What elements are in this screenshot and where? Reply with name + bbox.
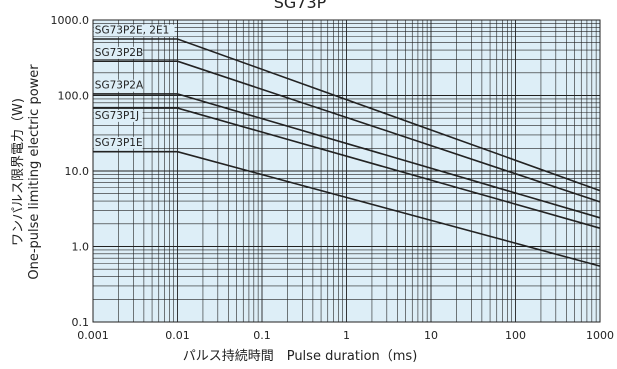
x-tick-label: 0.1 — [253, 329, 271, 342]
series-label-bg-1 — [93, 24, 175, 37]
x-tick-label: 0.001 — [77, 329, 109, 342]
y-tick-labels: 0.1 1.0 10.0 100.0 1000.0 — [51, 14, 90, 329]
series-labels: SG73P2E, 2E1 SG73P2B SG73P2A SG73P1J SG73P1E — [93, 24, 175, 149]
y-tick-label: 1000.0 — [51, 14, 90, 27]
y-tick-label: 0.1 — [72, 316, 90, 329]
x-tick-label: 10 — [424, 329, 438, 342]
y-tick-label: 10.0 — [65, 165, 90, 178]
plot-frame — [92, 19, 601, 323]
y-tick-label: 100.0 — [58, 90, 90, 103]
x-tick-labels: 0.001 0.01 0.1 1 10 100 1000 — [77, 329, 614, 342]
y-axis-title-jp: ワンパルス限界電力（W) — [11, 98, 26, 246]
series-line-4 — [93, 107, 601, 229]
chart-title: SG73P — [274, 0, 327, 12]
series-line-3 — [93, 93, 601, 219]
series-label-3: SG73P2A — [95, 80, 144, 92]
series-label-2: SG73P2B — [95, 47, 143, 59]
series-label-bg-3 — [93, 79, 143, 92]
series-line-1 — [93, 38, 601, 192]
series-label-bg-2 — [93, 46, 143, 59]
series-lines — [93, 38, 601, 267]
series-line-5 — [93, 150, 601, 267]
y-tick-label: 1.0 — [72, 241, 90, 254]
x-tick-label: 0.01 — [165, 329, 190, 342]
series-label-bg-4 — [93, 109, 143, 122]
series-label-bg-5 — [93, 136, 143, 149]
series-label-1: SG73P2E, 2E1 — [95, 25, 169, 37]
x-tick-label: 100 — [505, 329, 526, 342]
series-label-5: SG73P1E — [95, 137, 143, 149]
series-line-2 — [93, 60, 601, 203]
x-axis-title: パルス持続時間 Pulse duration（ms) — [183, 349, 418, 364]
y-axis-title-en: One-pulse limiting electric power — [27, 64, 42, 280]
series-label-4: SG73P1J — [95, 110, 139, 122]
x-tick-label: 1 — [343, 329, 350, 342]
x-tick-label: 1000 — [586, 329, 614, 342]
y-axis-title: ワンパルス限界電力（W) One-pulse limiting electric… — [11, 64, 42, 280]
